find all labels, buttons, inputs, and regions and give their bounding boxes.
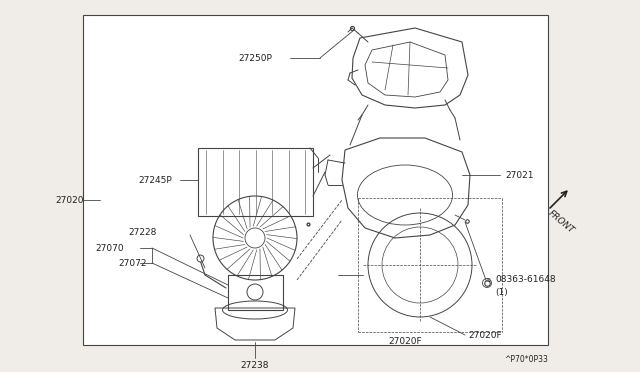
Text: ^P70*0P33: ^P70*0P33 <box>504 356 548 365</box>
Text: FRONT: FRONT <box>546 209 575 235</box>
Text: 27238: 27238 <box>241 362 269 371</box>
Text: 27250P: 27250P <box>238 54 272 62</box>
Text: 27228: 27228 <box>128 228 156 237</box>
Text: 27072: 27072 <box>118 259 147 267</box>
Text: 27020F: 27020F <box>468 330 502 340</box>
Text: 27021: 27021 <box>505 170 534 180</box>
Text: S: S <box>487 279 491 283</box>
Text: 27020: 27020 <box>55 196 83 205</box>
Text: (1): (1) <box>495 288 508 296</box>
Bar <box>228 275 283 310</box>
Bar <box>198 148 313 216</box>
Bar <box>83 15 548 345</box>
Text: 27070: 27070 <box>95 244 124 253</box>
Text: 27245P: 27245P <box>138 176 172 185</box>
Text: 27020F: 27020F <box>388 337 422 346</box>
Text: 08363-61648: 08363-61648 <box>495 275 556 283</box>
